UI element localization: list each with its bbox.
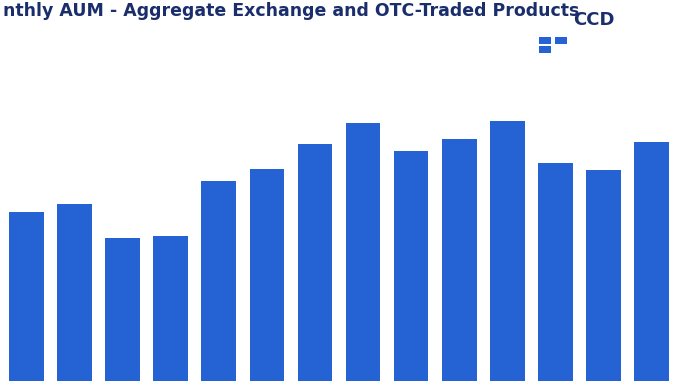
Text: nthly AUM - Aggregate Exchange and OTC-Traded Products: nthly AUM - Aggregate Exchange and OTC-T… — [3, 2, 580, 20]
Bar — [394, 151, 428, 381]
Bar — [201, 181, 236, 381]
Bar — [105, 238, 140, 381]
Bar — [346, 123, 380, 381]
Bar — [634, 142, 669, 381]
Bar — [298, 144, 332, 381]
Bar — [442, 139, 477, 381]
Bar — [250, 169, 284, 381]
Bar — [538, 163, 573, 381]
Bar — [153, 237, 188, 381]
Bar — [586, 170, 621, 381]
Bar — [9, 211, 44, 381]
Bar — [57, 204, 92, 381]
Bar — [490, 121, 525, 381]
Text: CCD: CCD — [573, 11, 614, 29]
